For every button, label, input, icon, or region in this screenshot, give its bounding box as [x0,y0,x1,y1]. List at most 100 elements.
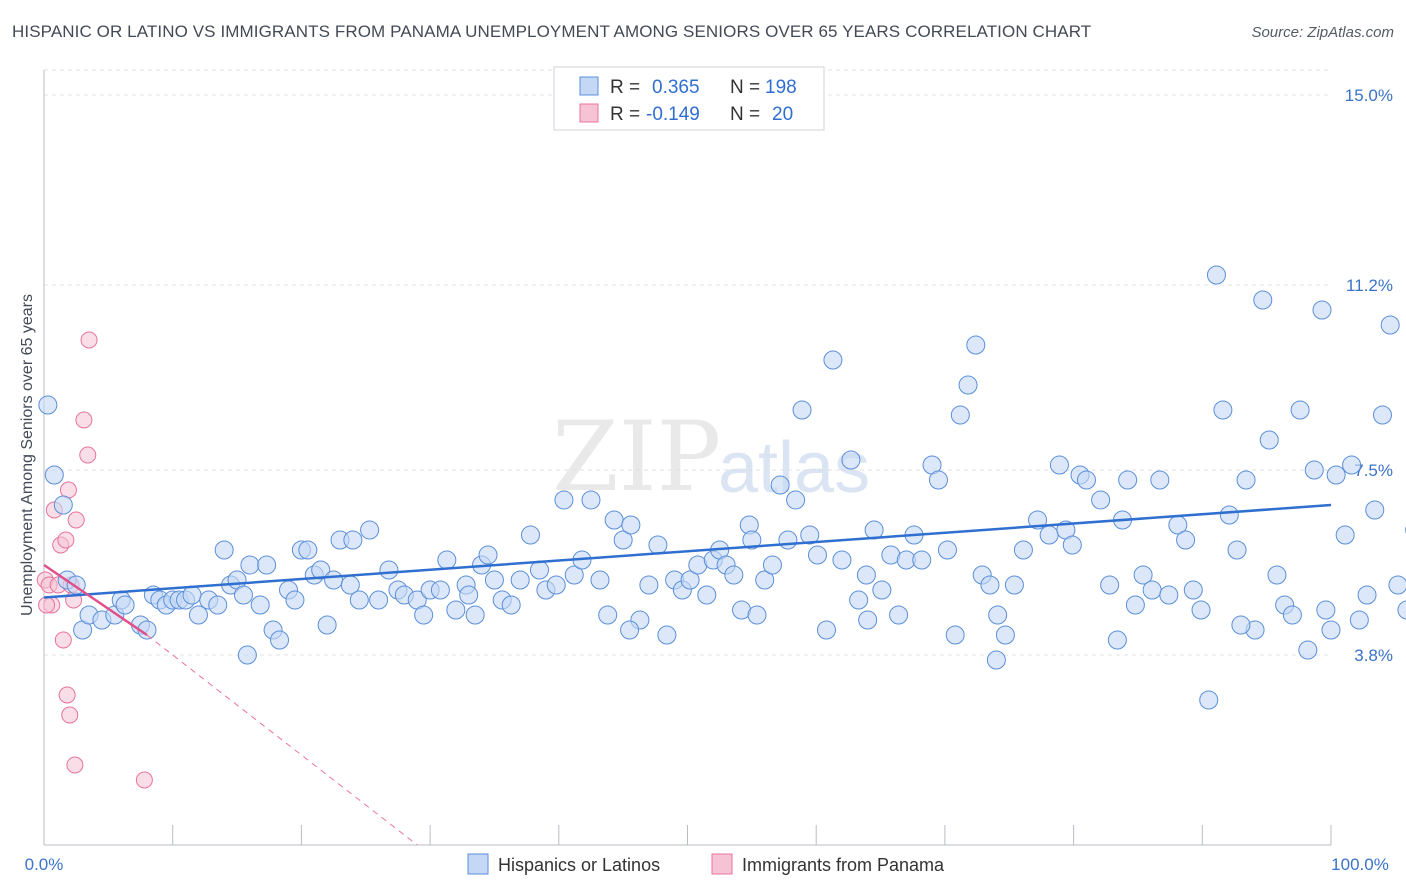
data-point-hispanic [1388,575,1406,595]
data-point-hispanic [747,605,767,625]
data-point-hispanic [379,560,399,580]
legend-bottom-label-pink: Immigrants from Panama [742,855,945,875]
data-point-hispanic [1039,525,1059,545]
data-point-hispanic [1183,580,1203,600]
y-tick-label: 7.5% [1354,461,1393,480]
trend-line-panama [43,563,148,637]
data-point-hispanic [564,565,584,585]
data-point-hispanic [182,585,202,605]
data-point-hispanic [1357,585,1377,605]
data-point-hispanic [298,540,318,560]
data-point-hispanic [1219,505,1239,525]
data-point-hispanic [639,575,659,595]
data-point-hispanic [1227,540,1247,560]
legend-top: R = 0.365 N = 198 R = -0.149 N = 20 [553,66,825,131]
legend-swatch-pink [579,103,599,123]
data-point-hispanic [546,575,566,595]
data-point-hispanic [966,335,986,355]
data-point-hispanic [762,555,782,575]
data-point-hispanic [360,520,380,540]
data-point-hispanic [832,550,852,570]
data-point-hispanic [581,490,601,510]
data-point-hispanic [1028,510,1048,530]
data-point-hispanic [1062,535,1082,555]
y-tick-label: 3.8% [1354,646,1393,665]
data-point-hispanic [1100,575,1120,595]
data-point-hispanic [1304,460,1324,480]
x-tick-label-min: 0.0% [25,855,64,874]
data-point-hispanic [980,575,1000,595]
data-point-hispanic [324,570,344,590]
data-point-panama [57,531,75,549]
data-point-hispanic [349,590,369,610]
legend-n-value-blue: 198 [765,77,797,98]
data-point-hispanic [446,600,466,620]
data-point-hispanic [1282,605,1302,625]
y-tick-labels: 3.8% 7.5% 11.2% 15.0% [1345,86,1393,665]
legend-r-value-pink: -0.149 [646,104,700,125]
chart-title: HISPANIC OR LATINO VS IMMIGRANTS FROM PA… [12,22,1092,41]
data-point-hispanic [414,605,434,625]
data-point-hispanic [369,590,389,610]
data-point-hispanic [1316,600,1336,620]
watermark-zip: ZIP [552,401,721,513]
data-point-hispanic [1150,470,1170,490]
data-point-hispanic [807,545,827,565]
data-point-panama [80,331,98,349]
data-point-hispanic [285,590,305,610]
legend-n-label-pink: N = [730,104,760,125]
x-tick-label-max: 100.0% [1331,855,1389,874]
data-point-hispanic [188,605,208,625]
data-point-hispanic [237,645,257,665]
data-point-hispanic [1142,580,1162,600]
legend-bottom: Hispanics or Latinos Immigrants from Pan… [467,853,945,875]
data-point-hispanic [1267,565,1287,585]
data-point-hispanic [958,375,978,395]
data-point-hispanic [1380,315,1400,335]
data-point-hispanic [648,535,668,555]
data-point-hispanic [872,580,892,600]
data-point-hispanic [621,515,641,535]
data-point-hispanic [233,585,253,605]
data-point-hispanic [697,585,717,605]
chart-source: Source: ZipAtlas.com [1251,24,1394,41]
data-point-hispanic [1365,500,1385,520]
data-point-hispanic [1372,405,1392,425]
data-point-hispanic [856,565,876,585]
data-point-hispanic [1013,540,1033,560]
data-point-hispanic [1091,490,1111,510]
data-point-hispanic [590,570,610,590]
data-point-hispanic [598,605,618,625]
legend-swatch-blue [579,76,599,96]
data-point-panama [38,596,56,614]
data-point-hispanic [1049,455,1069,475]
data-point-hispanic [800,525,820,545]
data-point-hispanic [1206,265,1226,285]
data-point-hispanic [1342,455,1362,475]
data-point-hispanic [742,530,762,550]
legend-n-label-blue: N = [730,77,760,98]
data-point-hispanic [1076,470,1096,490]
data-point-hispanic [889,605,909,625]
data-point-hispanic [937,540,957,560]
data-point-hispanic [529,560,549,580]
data-point-hispanic [1397,600,1406,620]
data-point-hispanic [613,530,633,550]
data-point-hispanic [554,490,574,510]
y-tick-label: 11.2% [1346,276,1393,295]
data-point-panama [67,511,85,529]
data-point-hispanic [240,555,260,575]
data-point-hispanic [841,450,861,470]
data-point-hispanic [724,565,744,585]
data-point-hispanic [620,620,640,640]
data-point-hispanic [1159,585,1179,605]
data-point-hispanic [1107,630,1127,650]
data-point-hispanic [792,400,812,420]
data-point-panama [135,771,153,789]
data-point-hispanic [465,605,485,625]
data-point-hispanic [1118,470,1138,490]
data-point-hispanic [270,630,290,650]
data-point-hispanic [53,495,73,515]
data-point-hispanic [1236,470,1256,490]
data-point-hispanic [317,615,337,635]
